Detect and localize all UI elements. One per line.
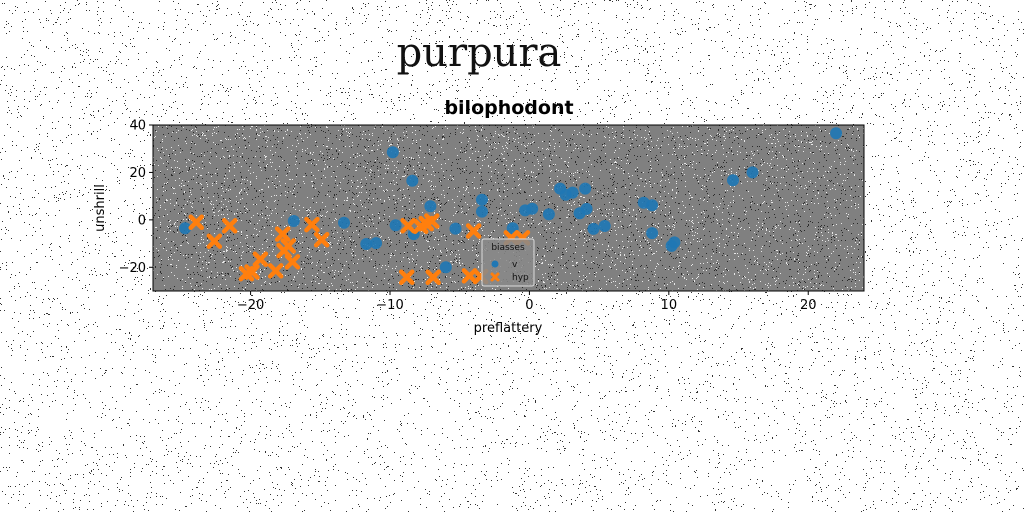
legend: biasses v hyp: [481, 238, 535, 287]
x-axis: −20 −10 0 10 20: [237, 291, 817, 313]
x-tick-label: −10: [376, 298, 403, 313]
point-v-30: [668, 236, 681, 249]
x-tick-label: −20: [237, 298, 264, 313]
point-v-2: [338, 216, 350, 229]
legend-marker-hyp: [490, 272, 500, 282]
point-hyp-13: [398, 269, 415, 285]
legend-label-v: v: [512, 260, 518, 270]
point-hyp-12: [313, 232, 330, 248]
legend-label-hyp: hyp: [512, 273, 529, 283]
point-v-0: [179, 222, 192, 235]
point-v-33: [830, 127, 843, 140]
point-v-22: [579, 182, 592, 195]
y-tick-label: 40: [129, 119, 146, 134]
point-v-27: [646, 199, 659, 212]
point-v-1: [287, 215, 300, 227]
x-axis-label: preflattery: [474, 321, 543, 336]
point-hyp-14: [400, 218, 416, 234]
point-v-10: [439, 261, 452, 274]
point-v-13: [476, 205, 488, 218]
point-v-20: [566, 186, 579, 199]
point-v-31: [727, 174, 739, 187]
point-v-12: [476, 193, 488, 206]
point-v-32: [746, 166, 759, 179]
point-v-7: [406, 174, 419, 187]
chart-title: bilophodont: [444, 97, 573, 119]
point-hyp-7: [274, 226, 291, 242]
point-hyp-11: [304, 216, 320, 233]
point-hyp-20: [465, 223, 482, 239]
legend-marker-v: [491, 260, 499, 268]
point-v-11: [449, 222, 462, 235]
point-v-6: [389, 219, 402, 232]
point-v-3: [360, 238, 373, 250]
point-hyp-17: [424, 213, 440, 229]
y-tick-label: 20: [129, 166, 146, 181]
point-v-9: [424, 200, 437, 213]
point-v-17: [542, 208, 555, 221]
y-tick-label: −20: [119, 261, 146, 276]
point-v-5: [386, 146, 399, 159]
point-v-24: [587, 222, 600, 235]
point-v-25: [598, 220, 611, 232]
point-hyp-2: [221, 218, 238, 234]
y-axis-label: unshrill: [93, 184, 108, 232]
point-hyp-5: [252, 251, 269, 267]
x-tick-label: 10: [661, 298, 678, 313]
point-hyp-19: [461, 268, 478, 284]
x-tick-label: 0: [525, 298, 533, 313]
figure-suptitle: purpura: [397, 30, 562, 76]
point-v-23: [580, 202, 593, 215]
y-axis: −20 0 20 40: [119, 119, 153, 276]
x-tick-label: 20: [800, 298, 817, 313]
point-hyp-9: [280, 238, 296, 254]
point-hyp-1: [206, 233, 223, 249]
plot-noise-dots: [153, 125, 864, 291]
point-hyp-10: [284, 254, 301, 270]
plot-frame: [152, 124, 865, 292]
point-hyp-4: [244, 264, 260, 280]
y-tick-label: 0: [138, 213, 146, 228]
point-hyp-6: [267, 263, 284, 279]
point-v-28: [646, 227, 659, 240]
legend-frame: [481, 238, 535, 287]
point-hyp-18: [425, 269, 441, 285]
point-v-16: [526, 202, 539, 215]
point-hyp-0: [188, 214, 204, 230]
legend-title: biasses: [491, 243, 525, 253]
point-v-4: [370, 237, 383, 250]
plot-area-noise: [153, 125, 864, 291]
